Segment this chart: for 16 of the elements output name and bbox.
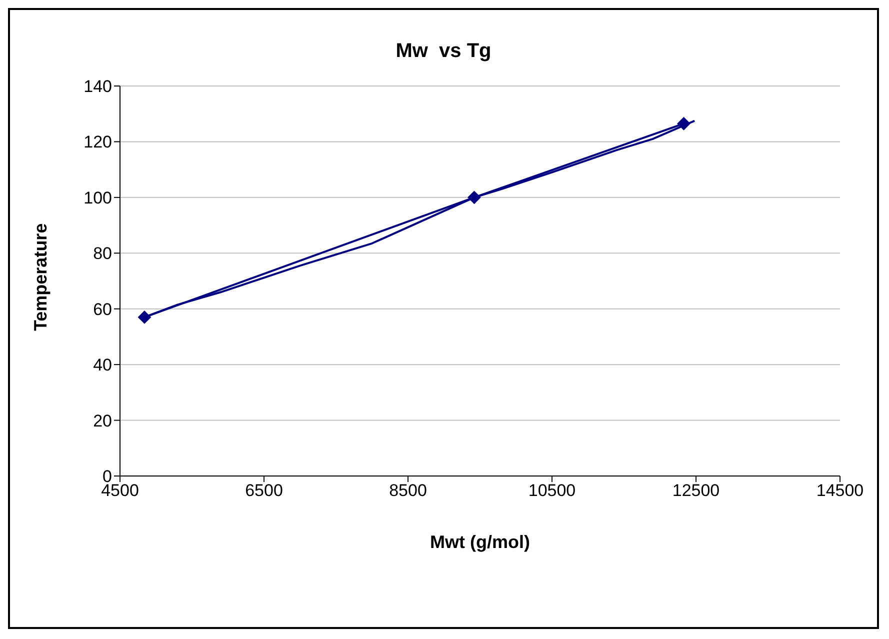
y-tick-label: 20	[93, 411, 112, 430]
x-tick-label: 14500	[816, 481, 864, 500]
x-tick-label: 4500	[101, 481, 139, 500]
x-tick-label: 6500	[245, 481, 283, 500]
x-tick-label: 12500	[672, 481, 720, 500]
x-tick-label: 10500	[528, 481, 576, 500]
y-tick-label: 120	[84, 132, 112, 152]
y-axis-title: Temperature	[30, 223, 50, 331]
y-tick-label: 80	[93, 244, 112, 264]
x-axis-title: Mwt (g/mol)	[430, 532, 530, 552]
y-tick-label: 40	[93, 356, 112, 375]
chart-title: Mw vs Tg	[394, 40, 492, 63]
y-tick-label: 100	[84, 188, 112, 208]
x-tick-label: 8500	[389, 481, 427, 500]
y-tick-label: 60	[93, 300, 112, 319]
y-tick-label: 140	[84, 77, 112, 96]
